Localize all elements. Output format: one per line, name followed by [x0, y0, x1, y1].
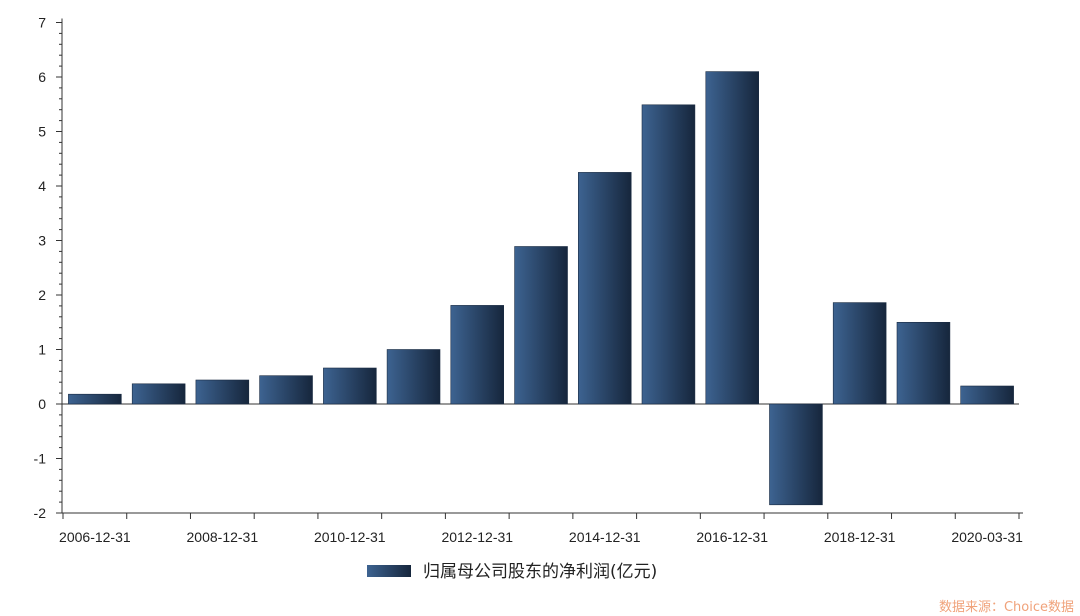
bar-2009-12-31: [259, 375, 313, 405]
bar-2010-12-31: [323, 367, 377, 405]
legend-label: 归属母公司股东的净利润(亿元): [423, 562, 657, 582]
y-tick-label: 7: [38, 15, 46, 31]
y-tick-label: 5: [38, 124, 46, 140]
bars: [68, 71, 1014, 506]
bar-2020-03-31: [960, 385, 1014, 405]
y-tick-label: -1: [34, 451, 47, 467]
x-tick-label: 2010-12-31: [314, 529, 386, 545]
y-tick-label: 1: [38, 342, 46, 358]
bar-2011-12-31: [386, 349, 441, 405]
bar-2006-12-31: [68, 393, 122, 405]
source-note: 数据来源：Choice数据: [939, 600, 1074, 615]
x-tick-label: 2012-12-31: [441, 529, 513, 545]
bar-2007-12-31: [131, 383, 186, 405]
bar-2016-12-31: [705, 71, 759, 405]
bar-2015-12-31: [641, 104, 696, 405]
y-tick-label: 6: [38, 69, 46, 85]
bar-2014-12-31: [577, 172, 632, 405]
legend-swatch: [367, 565, 411, 577]
bar-2018-12-31: [832, 302, 887, 405]
x-tick-label: 2014-12-31: [569, 529, 641, 545]
y-tick-label: 4: [38, 178, 46, 194]
x-tick-label: 2016-12-31: [696, 529, 768, 545]
x-tick-label: 2020-03-31: [951, 529, 1023, 545]
bar-2019-12-31: [896, 321, 951, 405]
bar-2013-12-31: [514, 246, 568, 405]
x-tick-label: 2018-12-31: [824, 529, 896, 545]
y-tick-label: 2: [38, 287, 46, 303]
y-tick-label: 3: [38, 233, 46, 249]
legend: 归属母公司股东的净利润(亿元): [367, 562, 657, 582]
x-tick-label: 2008-12-31: [187, 529, 259, 545]
bar-2012-12-31: [450, 305, 504, 405]
y-axis: 7 6 5 4 3 2 1 0 -1 -2: [34, 15, 63, 521]
bar-2017-12-31: [769, 403, 823, 506]
x-tick-label: 2006-12-31: [59, 529, 131, 545]
x-axis: 2006-12-31 2008-12-31 2010-12-31 2012-12-31…: [59, 403, 1023, 545]
y-tick-label: 0: [38, 396, 46, 412]
bar-2008-12-31: [195, 379, 250, 405]
y-tick-label: -2: [34, 505, 47, 521]
